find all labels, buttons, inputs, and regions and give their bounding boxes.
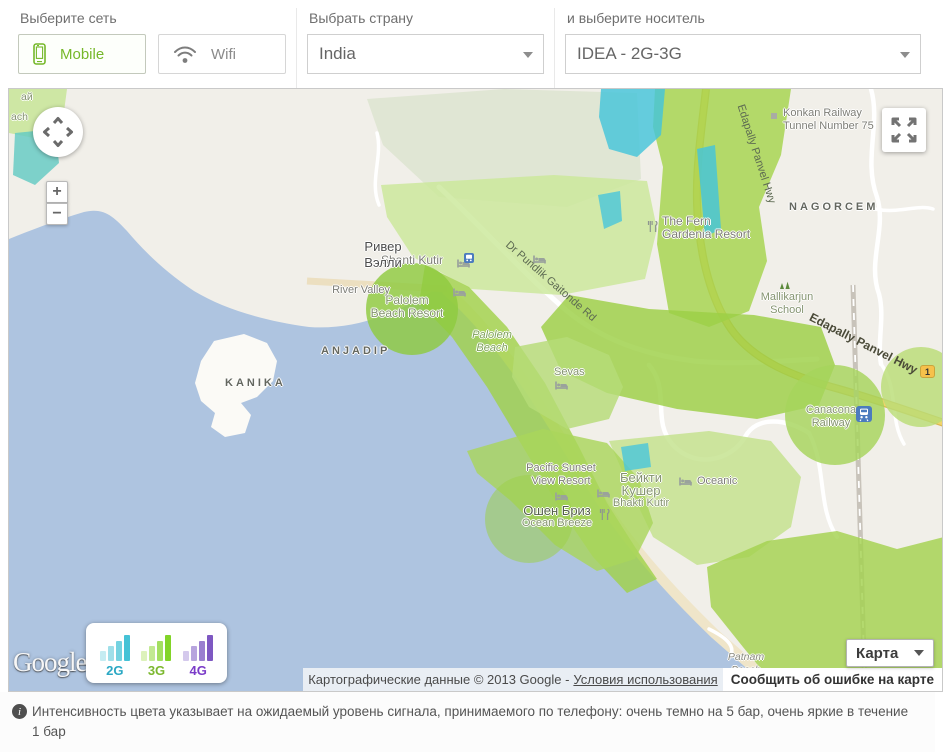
signal-bars-2g-icon xyxy=(99,633,130,661)
carrier-label: и выберите носитель xyxy=(567,10,705,26)
country-select[interactable]: India xyxy=(307,34,544,74)
lodging-icon xyxy=(555,381,568,390)
fullscreen-button[interactable] xyxy=(882,108,926,152)
map-attribution: Картографические данные © 2013 Google - … xyxy=(303,668,942,691)
map-label-konkan: Konkan Railway Tunnel Number 75 xyxy=(783,107,874,132)
zoom-out-button[interactable]: − xyxy=(46,203,68,225)
map-label-sevas: Sevas xyxy=(554,366,585,378)
map-label-anjadip: ANJADIP xyxy=(321,345,391,357)
map-water xyxy=(9,210,779,691)
map-label-oceanic: Oceanic xyxy=(697,475,738,487)
country-select-value: India xyxy=(319,44,356,63)
map-label-mallikarjun: Mallikarjun School xyxy=(760,291,814,316)
coverage-map: ай ach Konkan Railway Tunnel Number 75 Ed… xyxy=(8,88,943,692)
attribution-text: Картографические данные © 2013 Google - xyxy=(308,672,570,687)
terms-link[interactable]: Условия использования xyxy=(573,672,718,687)
map-label-river-en: River Valley xyxy=(332,284,390,296)
country-group: Выбрать страну India xyxy=(296,8,554,88)
map-island xyxy=(195,334,277,437)
legend-3g: 3G xyxy=(141,633,172,678)
mobile-phone-icon xyxy=(33,43,46,65)
signal-bars-4g-icon xyxy=(183,633,214,661)
footnote-text: Интенсивность цвета указывает на ожидаем… xyxy=(32,704,909,739)
restaurant-icon xyxy=(647,221,658,232)
info-icon: i xyxy=(12,704,27,719)
map-label-kanika: KANIKA xyxy=(225,377,286,389)
legend-3g-label: 3G xyxy=(147,663,166,678)
top-toolbar: Выберите сеть Mobile Wifi Выбрать xyxy=(0,0,951,88)
legend-4g: 4G xyxy=(183,633,214,678)
restaurant-icon xyxy=(599,509,610,520)
map-pan-control[interactable] xyxy=(33,107,83,157)
report-error-link[interactable]: Сообщить об ошибке на карте xyxy=(722,668,942,691)
lodging-icon xyxy=(555,492,568,501)
map-label-bhakti: Бейкти Кушер Bhakti Kutir xyxy=(612,470,670,509)
pan-arrows-icon xyxy=(43,117,73,147)
map-type-select[interactable]: Карта xyxy=(846,639,934,667)
map-label-palolem-beach: Palolem Beach xyxy=(472,329,512,354)
map-label-pacific: Pacific Sunset View Resort xyxy=(526,462,596,487)
poi-square-icon xyxy=(771,113,777,119)
map-label-palolem-resort: Palolem Beach Resort xyxy=(370,293,444,320)
legend-2g-label: 2G xyxy=(106,663,124,678)
lodging-icon xyxy=(679,477,692,486)
zoom-in-button[interactable]: + xyxy=(46,181,68,203)
signal-bars-3g-icon xyxy=(141,633,172,661)
map-label-shanti: Shanti Kutir xyxy=(381,253,444,267)
map-label-canacona: Canacona Railway xyxy=(805,404,857,429)
chevron-down-icon xyxy=(900,52,910,58)
wifi-icon xyxy=(174,46,196,63)
carrier-group: и выберите носитель IDEA - 2G-3G xyxy=(554,8,931,88)
chevron-down-icon xyxy=(914,650,924,656)
school-icon xyxy=(779,281,791,289)
map-label-nagorcem: NAGORCEM xyxy=(789,201,879,213)
map-label-fern: The Fern Gardenia Resort xyxy=(662,214,751,241)
lodging-icon xyxy=(453,288,466,297)
country-label: Выбрать страну xyxy=(309,10,413,26)
fullscreen-arrows-icon xyxy=(891,117,917,143)
map-label-ocean-breeze: Ошен Бриз Ocean Breeze xyxy=(521,503,593,529)
legend-4g-label: 4G xyxy=(189,663,207,678)
highway-shield-icon: 1 xyxy=(920,365,935,378)
google-logo: Google xyxy=(13,647,87,677)
mobile-button[interactable]: Mobile xyxy=(18,34,146,74)
wifi-button-label: Wifi xyxy=(211,45,236,63)
signal-legend: 2G 3G 4G xyxy=(86,623,227,683)
train-station-icon xyxy=(856,406,872,422)
map-label-river-ru: Ривер Вэлли xyxy=(364,239,402,270)
legend-2g: 2G xyxy=(99,633,130,678)
map-type-value: Карта xyxy=(856,644,899,662)
map-label-edge2: ach xyxy=(11,111,28,123)
wifi-button[interactable]: Wifi xyxy=(158,34,286,74)
network-group: Выберите сеть Mobile Wifi xyxy=(8,8,296,88)
map-label-edge1: ай xyxy=(21,91,33,103)
mobile-button-label: Mobile xyxy=(60,45,105,63)
chevron-down-icon xyxy=(523,52,533,58)
legend-footnote: i Интенсивность цвета указывает на ожида… xyxy=(0,692,935,752)
carrier-select[interactable]: IDEA - 2G-3G xyxy=(565,34,921,74)
carrier-select-value: IDEA - 2G-3G xyxy=(577,44,682,63)
map-canvas[interactable] xyxy=(9,89,943,692)
network-label: Выберите сеть xyxy=(20,10,117,26)
bus-stop-icon xyxy=(464,253,474,263)
lodging-icon xyxy=(597,489,610,498)
